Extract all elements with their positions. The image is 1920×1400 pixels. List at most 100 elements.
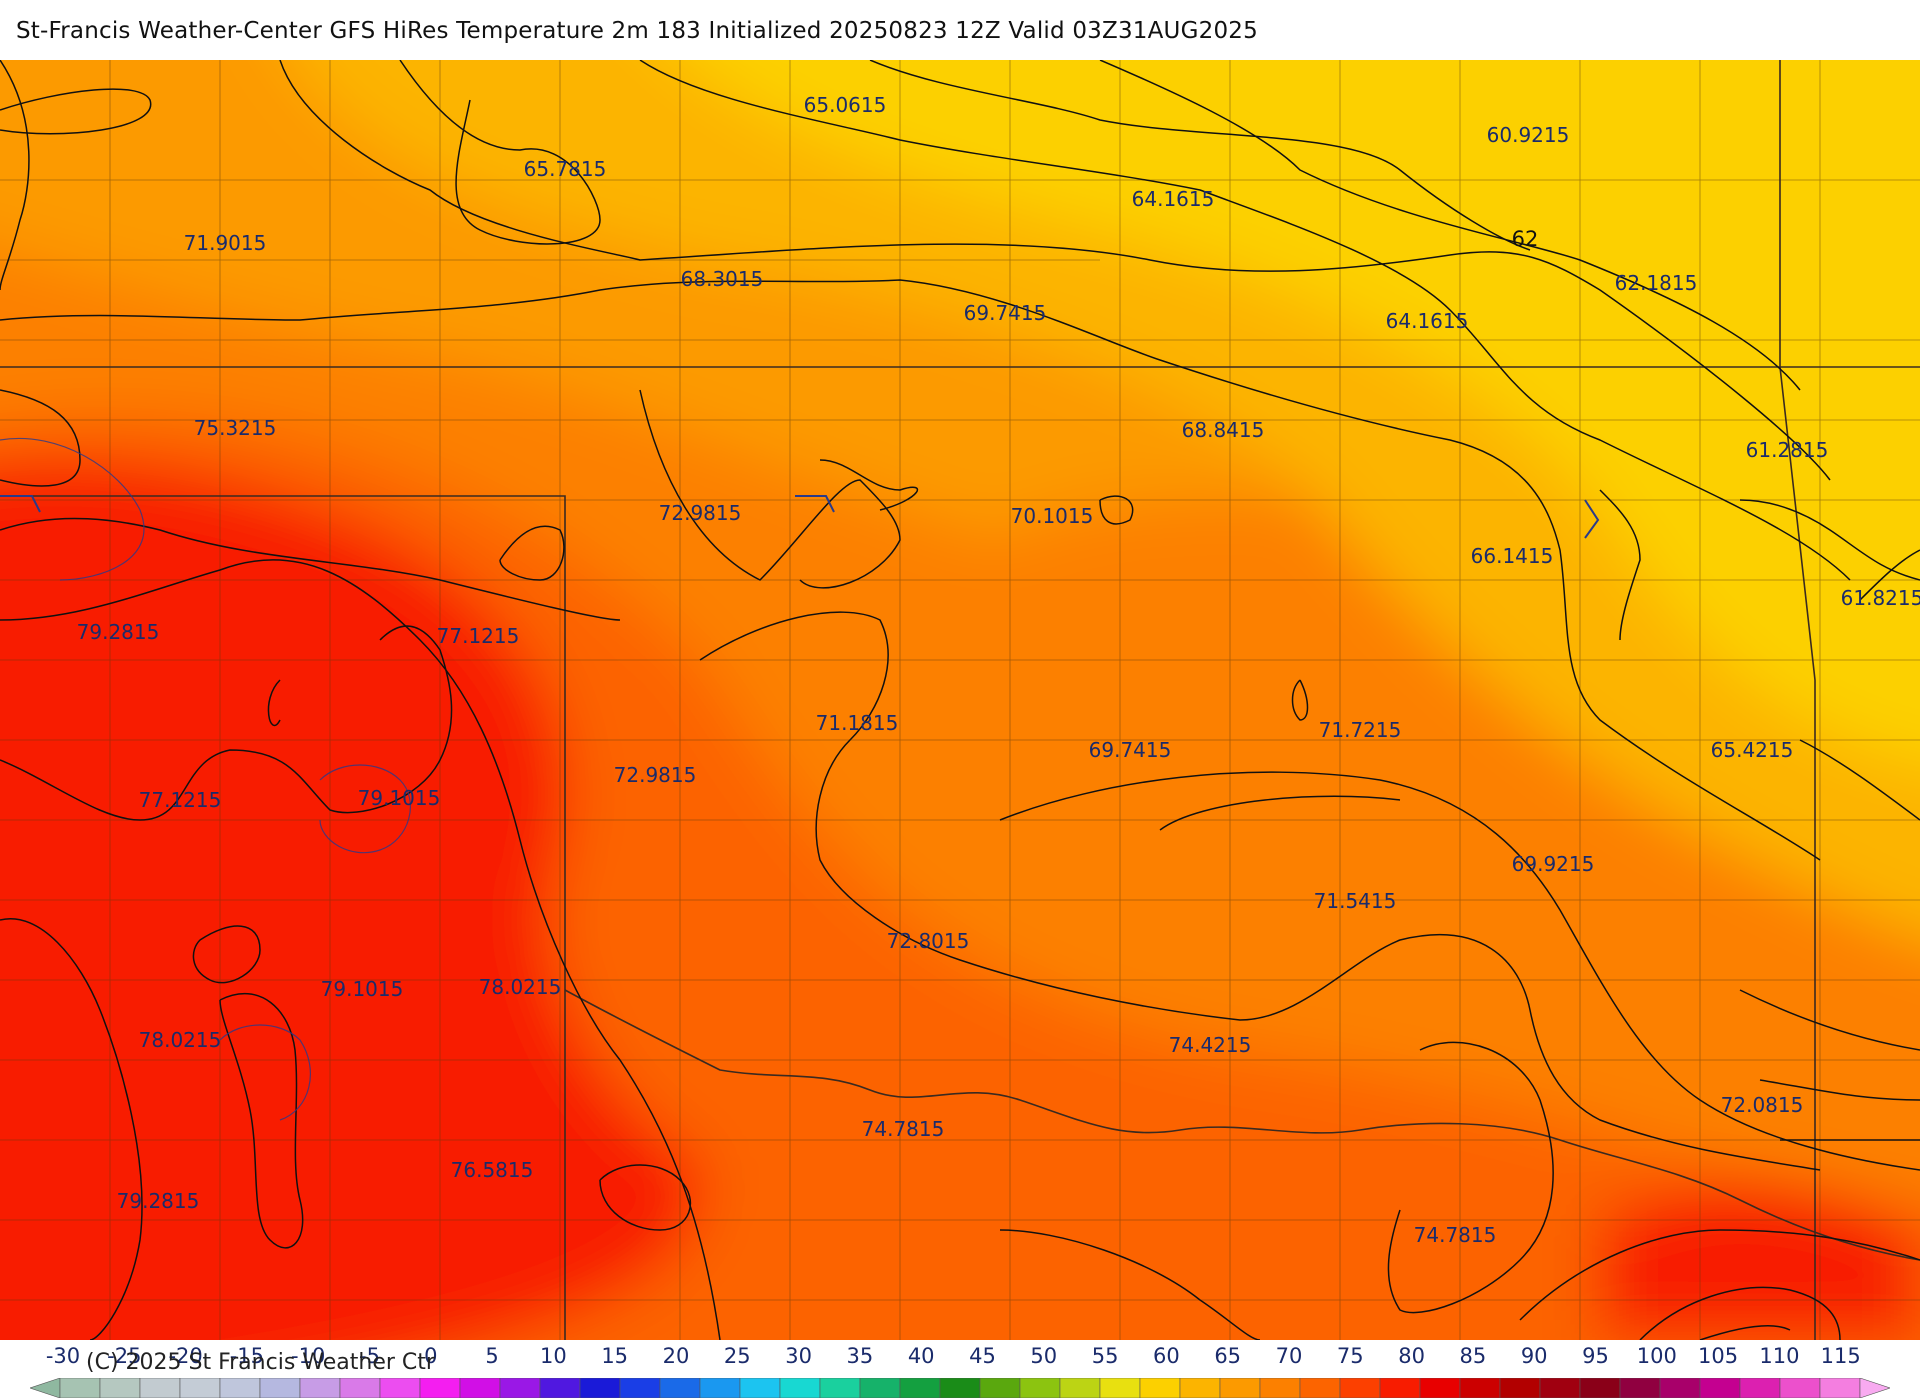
legend-tick-label: -20 (168, 1344, 203, 1368)
temperature-value-label: 62.1815 (1615, 271, 1698, 295)
legend-color-swatch (339, 1378, 381, 1398)
legend-tick-label: -30 (45, 1344, 81, 1368)
legend-color-swatch (1859, 1378, 1890, 1398)
temperature-value-label: 68.8415 (1182, 418, 1265, 442)
temperature-value-label: 66.1415 (1471, 544, 1554, 568)
temperature-value-label: 72.8015 (887, 929, 970, 953)
temperature-value-label: 79.2815 (117, 1189, 200, 1213)
temperature-value-label: 70.1015 (1011, 504, 1094, 528)
legend-tick-label: -15 (229, 1344, 265, 1368)
temperature-value-label: 68.3015 (681, 267, 764, 291)
legend-color-swatch (1019, 1378, 1061, 1398)
legend-color-swatch (1739, 1378, 1781, 1398)
legend-color-swatch (30, 1378, 61, 1398)
shade-band-hot-se (1600, 1183, 1920, 1340)
color-legend: -30 -25 -20 -15 -10 -5 0 5 10 15 20 25 30 35 40 45 50 55 6… (0, 1340, 1920, 1400)
temperature-value-label: 64.1615 (1386, 309, 1469, 333)
temperature-value-label: 69.7415 (964, 301, 1047, 325)
boundary-lines (0, 60, 1920, 1340)
legend-color-swatch (499, 1378, 541, 1398)
legend-tick-label: 80 (1398, 1344, 1425, 1368)
temperature-value-label: 72.9815 (659, 501, 742, 525)
legend-tick-label: 45 (969, 1344, 996, 1368)
legend-tick-label: 95 (1582, 1344, 1609, 1368)
legend-tick-label: 60 (1153, 1344, 1180, 1368)
legend-tick-label: 25 (723, 1344, 751, 1368)
legend-color-swatch (939, 1378, 981, 1398)
state-boundaries (0, 60, 1920, 1340)
legend-color-swatch (99, 1378, 141, 1398)
legend-color-swatch (459, 1378, 501, 1398)
legend-color-swatch (899, 1378, 941, 1398)
legend-color-swatch (1139, 1378, 1181, 1398)
legend-color-swatch (1339, 1378, 1381, 1398)
legend-color-swatch (1379, 1378, 1421, 1398)
legend-tick-label: 20 (662, 1344, 690, 1368)
temperature-value-label: 77.1215 (139, 788, 222, 812)
legend-color-swatch (1459, 1378, 1501, 1398)
temperature-value-label: 78.0215 (479, 975, 562, 999)
legend-color-swatch (1099, 1378, 1141, 1398)
temperature-value-label: 65.0615 (804, 93, 887, 117)
legend-tick-label: 90 (1520, 1344, 1548, 1368)
legend-tick-label: 100 (1636, 1344, 1677, 1368)
legend-tick-label: 15 (601, 1344, 629, 1368)
temperature-value-label: 79.1015 (358, 786, 441, 810)
temperature-value-label: 61.2815 (1746, 438, 1829, 462)
legend-color-swatch (1299, 1378, 1341, 1398)
temperature-value-label: 71.5415 (1314, 889, 1397, 913)
temperature-map: 62 65.0615 60.9215 65.7815 64.1615 71.9015 68… (0, 60, 1920, 1340)
temperature-value-label: 77.1215 (437, 624, 520, 648)
legend-color-swatch (379, 1378, 421, 1398)
legend-color-swatch (659, 1378, 701, 1398)
legend-tick-label: 0 (424, 1344, 438, 1368)
value-label-layer: 65.0615 60.9215 65.7815 64.1615 71.9015 68.30… (77, 93, 1920, 1247)
temperature-value-label: 79.1015 (321, 977, 404, 1001)
legend-color-swatch (619, 1378, 661, 1398)
legend-tick-label: 105 (1698, 1344, 1739, 1368)
temperature-value-label: 72.9815 (614, 763, 697, 787)
legend-tick-label: 50 (1030, 1344, 1058, 1368)
temperature-value-label: 72.0815 (1721, 1093, 1804, 1117)
copyright-text: (C) 2025 St Francis Weather Ctr (86, 1350, 435, 1375)
legend-color-swatch (1699, 1378, 1741, 1398)
temperature-value-label: 69.7415 (1089, 738, 1172, 762)
legend-color-swatch (819, 1378, 861, 1398)
legend-tick-label: 35 (846, 1344, 874, 1368)
legend-color-swatch (1259, 1378, 1301, 1398)
legend-tick-label: 70 (1275, 1344, 1303, 1368)
legend-color-swatch (1819, 1378, 1861, 1398)
temperature-value-label: 71.1815 (816, 711, 899, 735)
legend-color-swatch (1059, 1378, 1101, 1398)
legend-color-swatch (219, 1378, 261, 1398)
legend-color-swatch (139, 1378, 181, 1398)
legend-color-swatch (1779, 1378, 1821, 1398)
contour-lines-blue (0, 438, 411, 1121)
legend-color-swatch (1659, 1378, 1701, 1398)
wind-barbs (0, 495, 1600, 539)
temperature-value-label: 78.0215 (139, 1028, 222, 1052)
legend-color-swatch (1419, 1378, 1461, 1398)
legend-color-swatch (979, 1378, 1021, 1398)
legend-tick-label: 115 (1820, 1344, 1861, 1368)
legend-color-swatch (1579, 1378, 1621, 1398)
legend-tick-label: 75 (1336, 1344, 1364, 1368)
temperature-value-label: 74.4215 (1169, 1033, 1252, 1057)
temperature-value-label: 79.2815 (77, 620, 160, 644)
legend-color-swatch (1539, 1378, 1581, 1398)
temperature-value-label: 69.9215 (1512, 852, 1595, 876)
contour-label-62: 62 (1512, 227, 1539, 251)
temperature-value-label: 71.7215 (1319, 718, 1402, 742)
legend-color-swatch (59, 1378, 101, 1398)
legend-tick-label: 30 (785, 1344, 812, 1368)
temperature-value-label: 74.7815 (862, 1117, 945, 1141)
legend-color-swatch (299, 1378, 341, 1398)
legend-color-swatch (779, 1378, 821, 1398)
temperature-value-label: 65.7815 (524, 157, 607, 181)
legend-tick-label: -25 (107, 1344, 142, 1368)
legend-tick-label: -10 (291, 1344, 326, 1368)
legend-color-swatch (699, 1378, 741, 1398)
legend-color-swatch (859, 1378, 901, 1398)
legend-color-swatch (419, 1378, 461, 1398)
legend-tick-label: -5 (359, 1344, 380, 1368)
